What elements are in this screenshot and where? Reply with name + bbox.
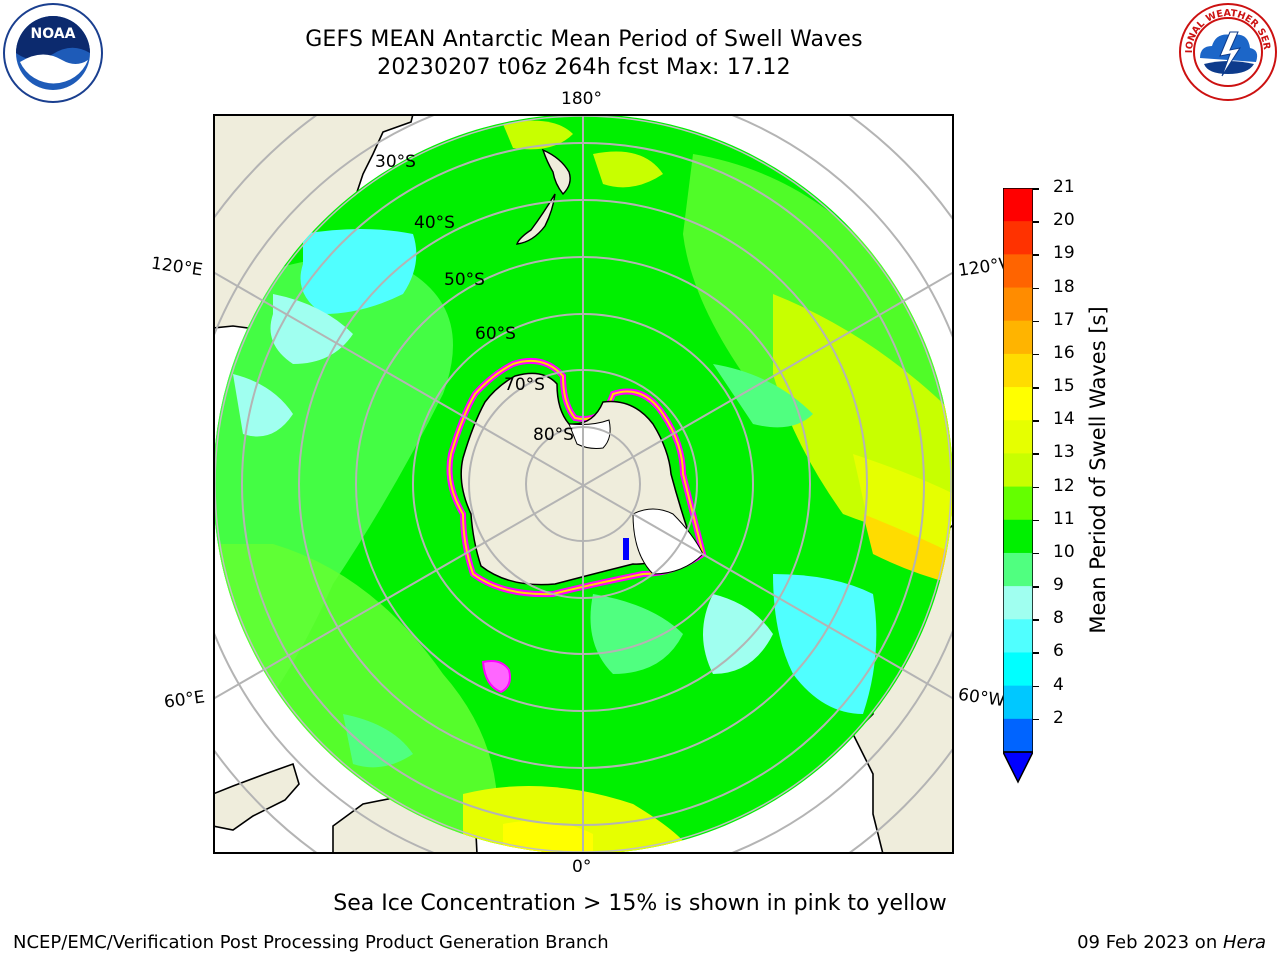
colorbar-tick-label: 8: [1053, 608, 1064, 629]
colorbar-tick-label: 12: [1053, 475, 1075, 496]
colorbar-tick-mark: [1033, 420, 1039, 422]
colorbar-segment: [1003, 188, 1033, 222]
noaa-logo: NOAA: [3, 3, 103, 103]
forecast-subtitle: 20230207 t06z 264h fcst Max: 17.12: [377, 55, 791, 80]
colorbar-segment: [1003, 652, 1033, 687]
colorbar-segment: [1003, 718, 1033, 753]
colorbar-tick-label: 17: [1053, 309, 1075, 330]
weddell-ice-edge: [623, 538, 629, 560]
colorbar-segment: [1003, 486, 1033, 521]
map-title: GEFS MEAN Antarctic Mean Period of Swell…: [305, 27, 863, 52]
new-zealand-land: [515, 148, 571, 245]
colorbar-label: Mean Period of Swell Waves [s]: [1086, 306, 1110, 634]
colorbar-tick-mark: [1033, 387, 1039, 389]
colorbar-tick-mark: [1033, 619, 1039, 621]
polar-map: [213, 114, 954, 854]
host-name: Hera: [1222, 932, 1266, 953]
map-boundary-circle: [215, 116, 952, 852]
colorbar-tick-label: 20: [1053, 210, 1075, 231]
colorbar-segment: [1003, 519, 1033, 554]
run-date-text: 09 Feb 2023 on: [1077, 932, 1223, 953]
lat-label-50s: 50°S: [444, 270, 485, 290]
colorbar-tick-label: 18: [1053, 276, 1075, 297]
colorbar-segment: [1003, 586, 1033, 620]
madagascar-land: [215, 762, 300, 831]
lat-label-80s: 80°S: [533, 425, 574, 445]
lat-label-70s: 70°S: [504, 375, 545, 395]
lon-label-60e: 60°E: [162, 687, 207, 713]
graticule: [215, 116, 952, 852]
colorbar-segment: [1003, 320, 1033, 355]
colorbar-segment: [1003, 254, 1033, 289]
nws-logo: NATIONAL WEATHER SERVICE: [1178, 2, 1277, 101]
colorbar-tick-mark: [1033, 188, 1039, 190]
colorbar-tick-label: 10: [1053, 541, 1075, 562]
colorbar-segment: [1003, 287, 1033, 322]
colorbar-segment: [1003, 619, 1033, 653]
colorbar-tick-mark: [1033, 320, 1039, 323]
lat-label-40s: 40°S: [414, 213, 455, 233]
colorbar-tick-label: 19: [1053, 243, 1075, 264]
colorbar-tick-label: 11: [1053, 508, 1075, 529]
colorbar-tick-label: 4: [1053, 674, 1064, 695]
lat-label-60s: 60°S: [475, 324, 516, 344]
colorbar-tick-mark: [1033, 652, 1039, 654]
colorbar-tick-mark: [1033, 552, 1039, 555]
colorbar-segment: [1003, 453, 1033, 488]
colorbar-segment: [1003, 353, 1033, 388]
colorbar-tick-label: 15: [1053, 376, 1075, 397]
colorbar-tick-label: 14: [1053, 409, 1075, 430]
colorbar-extension: [1003, 751, 1033, 784]
colorbar-tick-mark: [1033, 519, 1039, 522]
producer-credit: NCEP/EMC/Verification Post Processing Pr…: [13, 932, 609, 953]
noaa-logo-text: NOAA: [31, 26, 76, 42]
lat-label-30s: 30°S: [375, 152, 416, 172]
colorbar-tick-mark: [1033, 685, 1039, 688]
colorbar-tick-mark: [1033, 254, 1039, 256]
colorbar-tick-label: 6: [1053, 641, 1064, 662]
run-date: 09 Feb 2023 on Hera: [1077, 932, 1266, 953]
colorbar-segment: [1003, 420, 1033, 454]
colorbar-tick-mark: [1033, 718, 1039, 721]
lon-label-0: 0°: [572, 857, 592, 877]
colorbar-tick-label: 13: [1053, 442, 1075, 463]
colorbar-tick-mark: [1033, 586, 1039, 588]
polar-map-canvas: [215, 116, 952, 852]
colorbar-segment: [1003, 685, 1033, 720]
colorbar-segment: [1003, 552, 1033, 587]
colorbar-tick-mark: [1033, 486, 1039, 489]
colorbar-segment: [1003, 221, 1033, 255]
colorbar-tick-label: 9: [1053, 575, 1064, 596]
colorbar-segment: [1003, 387, 1033, 421]
colorbar-tick-mark: [1033, 453, 1039, 455]
colorbar-tick-mark: [1033, 287, 1039, 290]
lon-label-60w: 60°W: [956, 684, 1007, 712]
colorbar: [1003, 188, 1033, 784]
colorbar-tick-label: 2: [1053, 707, 1064, 728]
lon-label-180: 180°: [561, 89, 602, 109]
colorbar-tick-label: 16: [1053, 342, 1075, 363]
colorbar-tick-label: 21: [1053, 177, 1075, 197]
colorbar-tick-mark: [1033, 221, 1039, 223]
sea-ice-note: Sea Ice Concentration > 15% is shown in …: [333, 891, 947, 916]
colorbar-tick-mark: [1033, 353, 1039, 356]
lon-label-120e: 120°E: [149, 253, 204, 281]
